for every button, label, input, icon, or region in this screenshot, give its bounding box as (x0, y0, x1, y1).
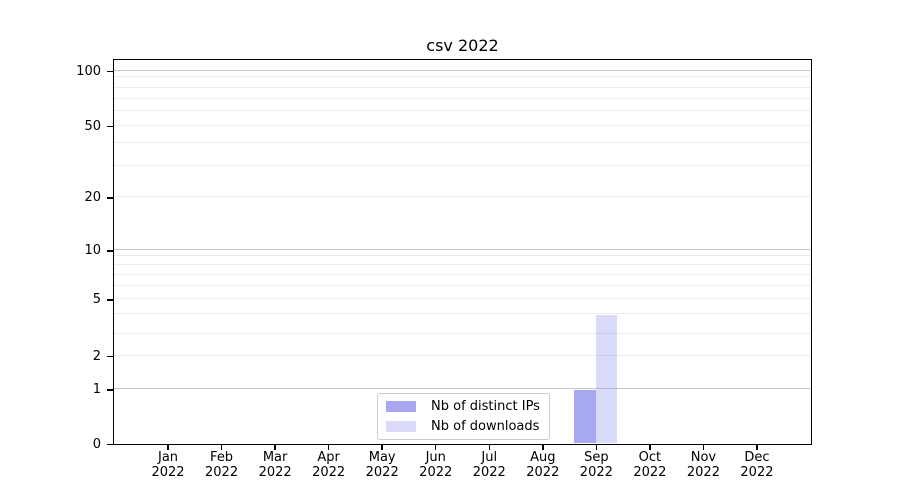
x-tick-apr (327, 445, 330, 450)
gridline-y-100 (114, 69, 811, 71)
bar-downloads-sep (595, 314, 618, 443)
x-tick-month: Apr (317, 450, 340, 465)
gridline-y-2 (114, 354, 811, 356)
x-tick-month: Jul (481, 450, 498, 465)
gridline-y-20 (114, 196, 811, 197)
y-tick-label-50: 50 (84, 118, 101, 134)
y-tick-100 (107, 70, 113, 73)
gridline-y-4 (114, 313, 811, 314)
x-tick-label-apr: Apr 2022 (297, 450, 361, 480)
x-tick-month: Mar (262, 450, 288, 465)
y-tick-label-0: 0 (92, 436, 101, 452)
legend-item-distinct-ips: Nb of distinct IPs (386, 399, 540, 414)
y-tick-20 (107, 197, 113, 199)
gridline-y-40 (114, 142, 811, 143)
x-tick-month: May (368, 450, 396, 465)
gridline-y-6 (114, 285, 811, 286)
x-tick-may (381, 445, 383, 450)
bars-layer (114, 60, 811, 444)
x-tick-month: Oct (638, 450, 662, 465)
y-tick-label-20: 20 (84, 190, 101, 205)
x-tick-year: 2022 (312, 465, 346, 480)
x-tick-year: 2022 (740, 465, 774, 480)
gridline-y-70 (114, 98, 811, 99)
y-tick-1 (107, 389, 113, 391)
x-tick-label-feb: Feb 2022 (190, 450, 254, 480)
gridline-y-80 (114, 86, 811, 88)
x-tick-year: 2022 (472, 465, 506, 480)
x-tick-year: 2022 (579, 465, 613, 480)
gridline-y-8 (114, 264, 811, 265)
y-tick-label-1: 1 (92, 382, 101, 397)
gridline-y-50 (114, 124, 811, 126)
x-tick-label-mar: Mar 2022 (243, 450, 307, 480)
y-tick-0 (107, 443, 113, 446)
y-tick-10 (107, 250, 113, 252)
legend-swatch-downloads (386, 421, 416, 432)
x-tick-label-oct: Oct 2022 (618, 450, 682, 480)
x-tick-aug (542, 445, 544, 450)
x-tick-year: 2022 (205, 465, 239, 480)
gridline-y-60 (114, 110, 811, 111)
y-tick-2 (107, 355, 113, 358)
x-tick-dec (756, 445, 758, 450)
gridline-y-9 (114, 255, 811, 256)
x-tick-nov (702, 445, 705, 450)
x-tick-year: 2022 (526, 465, 560, 480)
y-tick-label-5: 5 (92, 292, 101, 307)
x-tick-label-aug: Aug 2022 (511, 450, 575, 480)
x-tick-label-jan: Jan 2022 (136, 450, 200, 480)
x-tick-sep (595, 445, 598, 450)
x-tick-month: Jan (158, 450, 179, 465)
x-tick-year: 2022 (151, 465, 185, 480)
legend-swatch-distinct-ips (386, 401, 416, 412)
x-tick-oct (649, 445, 651, 450)
x-tick-jan (167, 445, 169, 450)
x-tick-year: 2022 (686, 465, 720, 480)
chart-title: csv 2022 (426, 36, 499, 55)
legend-label-downloads: Nb of downloads (431, 419, 540, 434)
x-tick-month: Sep (584, 450, 609, 465)
y-tick-50 (107, 125, 113, 128)
plot-area: Nb of distinct IPs Nb of downloads (113, 59, 812, 445)
x-tick-jul (488, 445, 491, 450)
legend-item-downloads: Nb of downloads (386, 419, 540, 434)
legend: Nb of distinct IPs Nb of downloads (377, 393, 550, 440)
y-tick-label-10: 10 (84, 243, 101, 258)
gridlines-layer (114, 60, 811, 444)
x-tick-label-jul: Jul 2022 (457, 450, 521, 480)
x-tick-month: Aug (530, 450, 556, 465)
y-tick-label-2: 2 (92, 348, 101, 364)
x-tick-year: 2022 (365, 465, 399, 480)
y-tick-5 (107, 299, 113, 301)
gridline-y-10 (114, 249, 811, 250)
x-tick-feb (220, 445, 223, 450)
x-tick-jun (434, 445, 437, 450)
bar-distinct-ips-sep (574, 389, 596, 443)
x-tick-month: Jun (425, 450, 446, 465)
x-tick-label-dec: Dec 2022 (725, 450, 789, 480)
gridline-y-7 (114, 274, 811, 275)
x-tick-month: Nov (690, 450, 717, 465)
x-tick-month: Feb (210, 450, 234, 465)
x-tick-label-may: May 2022 (350, 450, 414, 480)
x-tick-year: 2022 (633, 465, 667, 480)
x-tick-year: 2022 (258, 465, 292, 480)
x-tick-label-sep: Sep 2022 (564, 450, 628, 480)
y-tick-label-100: 100 (76, 63, 101, 79)
legend-label-distinct-ips: Nb of distinct IPs (431, 399, 540, 414)
gridline-y-30 (114, 164, 811, 166)
gridline-y-3 (114, 332, 811, 334)
x-tick-mar (274, 445, 276, 450)
gridline-y-5 (114, 298, 811, 299)
x-tick-month: Dec (744, 450, 770, 465)
gridline-y-90 (114, 76, 811, 77)
x-tick-label-jun: Jun 2022 (404, 450, 468, 480)
x-tick-year: 2022 (419, 465, 453, 480)
gridline-y-1 (114, 388, 811, 389)
x-tick-label-nov: Nov 2022 (671, 450, 735, 480)
